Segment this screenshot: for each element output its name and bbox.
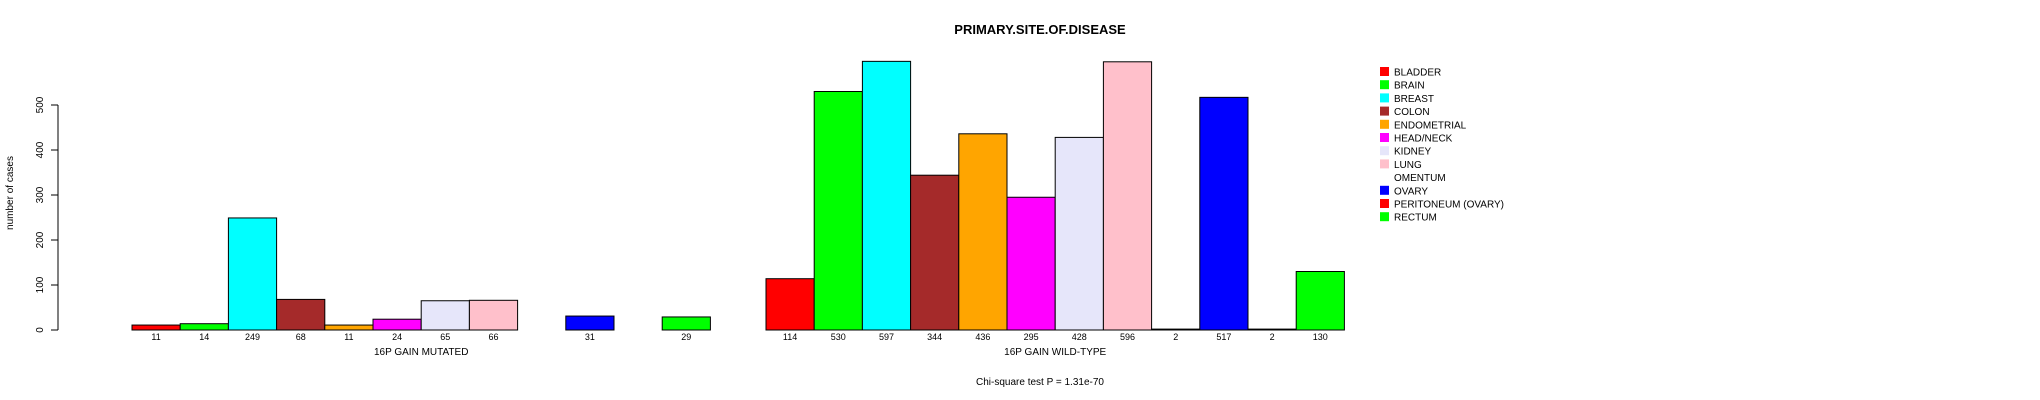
bar-value-label: 11	[344, 332, 353, 342]
bar-value-label: 2	[1173, 332, 1178, 342]
bar	[565, 315, 615, 331]
bar	[1102, 61, 1153, 331]
bar-value-label: 517	[1216, 332, 1231, 342]
legend-label: COLON	[1394, 107, 1430, 118]
legend: BLADDER BRAIN BREAST COLON ENDOMETRIAL HEAD/N…	[1380, 67, 1504, 224]
bar-value-label: 29	[681, 332, 691, 342]
bar	[1054, 136, 1104, 331]
legend-label: LUNG	[1394, 160, 1422, 171]
bar-value-label: 295	[1024, 332, 1039, 342]
legend-swatch	[1380, 93, 1389, 103]
legend-label: HEAD/NECK	[1394, 134, 1453, 145]
legend-label: KIDNEY	[1394, 147, 1432, 158]
group-title: 16P GAIN WILD-TYPE	[1004, 347, 1106, 358]
footnote: Chi-square test P = 1.31e-70	[976, 377, 1104, 388]
bar-value-label: 428	[1072, 332, 1087, 342]
legend-item: RECTUM	[1380, 212, 1437, 224]
legend-item: KIDNEY	[1380, 146, 1432, 158]
bar	[227, 217, 278, 331]
bar-value-label: 597	[879, 332, 894, 342]
legend-item: BLADDER	[1380, 67, 1441, 79]
bar-value-label: 68	[296, 332, 306, 342]
legend-item: ENDOMETRIAL	[1380, 119, 1467, 131]
bar	[765, 278, 815, 331]
y-tick-label: 0	[35, 327, 46, 333]
bar	[324, 324, 374, 331]
group-titles: 16P GAIN MUTATED 16P GAIN WILD-TYPE	[374, 347, 1107, 358]
legend-swatch	[1380, 185, 1389, 195]
bar-value-label: 249	[245, 332, 260, 342]
legend-label: PERITONEUM (OVARY)	[1394, 200, 1504, 211]
bar-group: 114 530 597 344 436 295 428 596 2 517 2 130	[765, 60, 1345, 342]
bar-value-label: 130	[1313, 332, 1328, 342]
y-tick-label: 300	[35, 186, 46, 203]
bar-value-label: 596	[1120, 332, 1135, 342]
bar	[372, 318, 422, 331]
bar-value-label: 66	[488, 332, 498, 342]
bar-value-label: 24	[392, 332, 402, 342]
bar	[276, 298, 326, 331]
chart-title: PRIMARY.SITE.OF.DISEASE	[954, 22, 1126, 37]
legend-swatch	[1380, 199, 1389, 208]
bar-value-label: 114	[783, 332, 797, 342]
legend-label: ENDOMETRIAL	[1394, 120, 1467, 131]
bar	[179, 323, 229, 331]
bar-value-label: 530	[831, 332, 846, 342]
legend-item: OVARY	[1380, 185, 1428, 197]
bar-value-label: 344	[927, 332, 942, 342]
legend-label: OMENTUM	[1394, 173, 1446, 184]
y-tick-label: 400	[35, 141, 46, 158]
y-tick-label: 100	[35, 276, 46, 293]
bar-group: 11 14 249 68 11 24 65 66 31 29	[131, 217, 711, 342]
legend-swatch	[1380, 67, 1389, 76]
bar	[1295, 271, 1345, 331]
bar-value-label: 65	[440, 332, 450, 342]
legend-swatch	[1380, 146, 1389, 156]
legend-swatch	[1380, 212, 1389, 222]
bar	[910, 174, 960, 331]
bar-value-label: 11	[151, 332, 160, 342]
bar	[861, 60, 912, 331]
legend-swatch	[1380, 159, 1389, 169]
bar-value-label: 31	[585, 332, 595, 342]
bar-value-label: 14	[199, 332, 209, 342]
legend-item: COLON	[1380, 106, 1430, 118]
bar	[420, 300, 470, 331]
legend-item: PERITONEUM (OVARY)	[1380, 199, 1504, 211]
legend-label: RECTUM	[1394, 213, 1437, 224]
bar	[468, 299, 519, 331]
y-axis: 0 100 200 300 400 500	[35, 96, 59, 333]
legend-item: HEAD/NECK	[1380, 133, 1453, 145]
legend-item: OMENTUM	[1394, 173, 1446, 184]
legend-swatch	[1380, 133, 1389, 142]
bar	[1247, 328, 1297, 331]
bar	[1151, 328, 1201, 331]
legend-item: BRAIN	[1380, 80, 1425, 92]
legend-swatch	[1380, 119, 1389, 129]
bar	[1199, 96, 1249, 331]
legend-label: OVARY	[1394, 186, 1428, 197]
legend-item: BREAST	[1380, 93, 1434, 105]
bar	[661, 316, 711, 331]
y-axis-label: number of cases	[5, 156, 16, 230]
bar-value-label: 436	[975, 332, 990, 342]
legend-label: BREAST	[1394, 94, 1434, 105]
bar	[1006, 196, 1056, 331]
y-tick-label: 200	[35, 231, 46, 248]
y-tick-label: 500	[35, 96, 46, 113]
legend-swatch	[1380, 106, 1389, 116]
bar-value-label: 2	[1270, 332, 1275, 342]
bar	[813, 91, 863, 331]
legend-label: BRAIN	[1394, 81, 1425, 92]
group-title: 16P GAIN MUTATED	[374, 347, 468, 358]
bar	[958, 133, 1008, 331]
legend-item: LUNG	[1380, 159, 1422, 171]
bar-groups: 11 14 249 68 11 24 65 66 31 29 114 530 597 344 436 295 4…	[131, 60, 1345, 342]
legend-swatch	[1380, 80, 1389, 90]
legend-label: BLADDER	[1394, 68, 1441, 79]
bar	[131, 324, 181, 331]
